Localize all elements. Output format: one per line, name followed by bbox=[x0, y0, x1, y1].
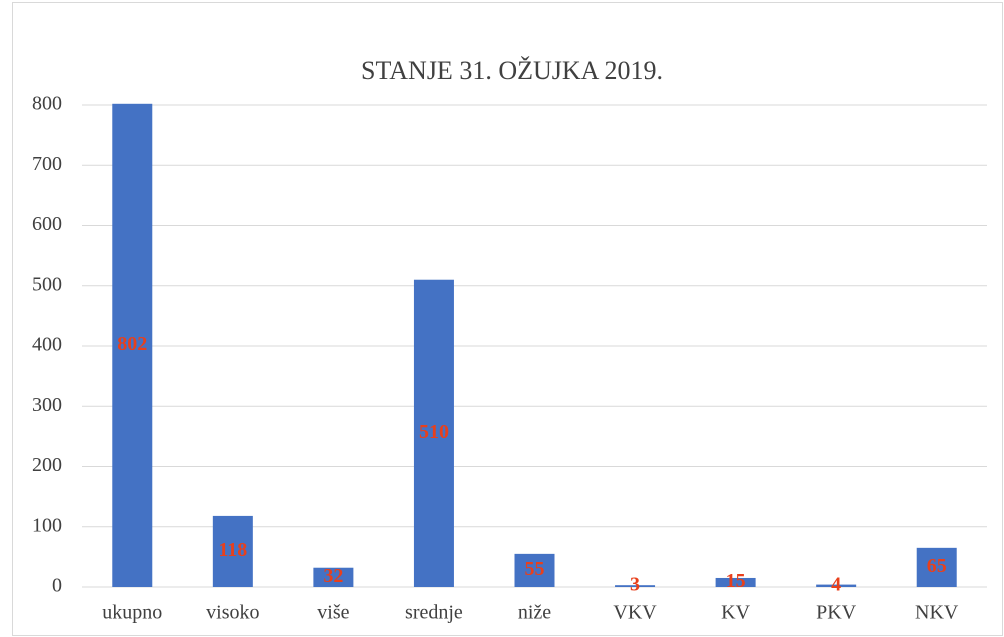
data-label: 3 bbox=[630, 574, 640, 596]
bar bbox=[715, 577, 756, 587]
y-tick-label: 500 bbox=[32, 273, 62, 295]
x-tick-label: VKV bbox=[613, 602, 657, 624]
bar bbox=[112, 103, 153, 588]
y-tick-label: 400 bbox=[32, 334, 62, 356]
x-tick-label: KV bbox=[721, 602, 750, 624]
x-tick-label: ukupno bbox=[102, 602, 162, 624]
bar bbox=[615, 585, 656, 587]
x-tick-label: niže bbox=[518, 602, 551, 624]
y-tick-label: 700 bbox=[32, 153, 62, 175]
y-tick-label: 300 bbox=[32, 394, 62, 416]
data-label: 32 bbox=[323, 565, 343, 587]
y-tick-label: 600 bbox=[32, 213, 62, 235]
data-label: 510 bbox=[419, 421, 449, 443]
data-label: 65 bbox=[927, 555, 947, 577]
data-label: 802 bbox=[117, 333, 147, 355]
y-tick-label: 100 bbox=[32, 514, 62, 536]
y-tick-label: 800 bbox=[32, 93, 62, 115]
bar bbox=[514, 553, 555, 587]
x-tick-label: NKV bbox=[915, 602, 959, 624]
bar bbox=[313, 567, 354, 587]
bar bbox=[916, 547, 957, 587]
data-label: 15 bbox=[726, 570, 746, 592]
chart-title: STANJE 31. OŽUJKA 2019. bbox=[361, 56, 663, 85]
x-tick-label: više bbox=[317, 602, 349, 624]
bar bbox=[212, 515, 253, 587]
data-label: 118 bbox=[218, 539, 247, 561]
data-label: 55 bbox=[525, 558, 545, 580]
x-tick-label: srednje bbox=[405, 602, 463, 624]
bar bbox=[413, 279, 454, 587]
bar bbox=[816, 584, 857, 587]
data-label: 4 bbox=[831, 573, 841, 595]
x-tick-label: visoko bbox=[206, 602, 259, 624]
chart-frame bbox=[12, 2, 1003, 636]
x-tick-label: PKV bbox=[816, 602, 857, 624]
y-tick-label: 200 bbox=[32, 454, 62, 476]
y-tick-label: 0 bbox=[52, 575, 62, 597]
